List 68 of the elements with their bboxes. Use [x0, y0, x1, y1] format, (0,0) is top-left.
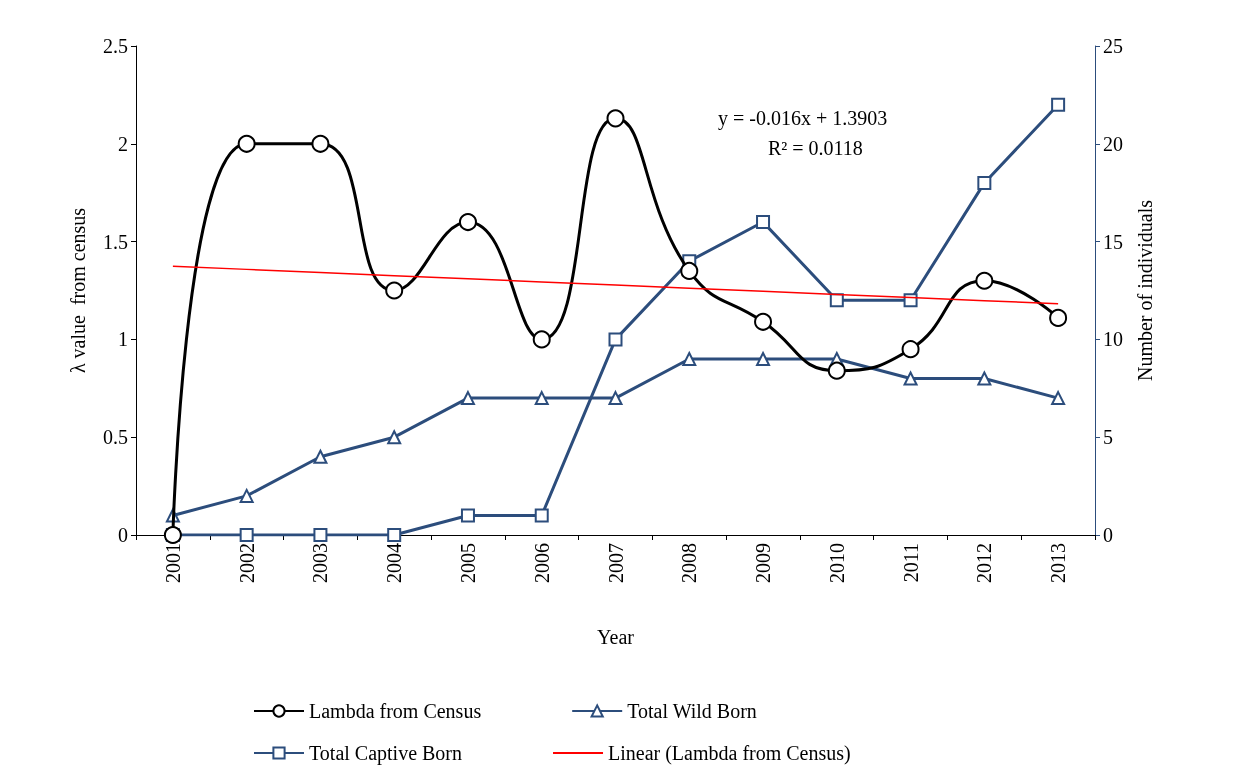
point [754, 312, 773, 331]
x-tick-label: 2007 [604, 543, 627, 583]
legend-label: Lambda from Census [309, 700, 482, 722]
y2-axis-title: Number of individuals [1134, 199, 1156, 382]
x-tick-label: 2009 [752, 543, 775, 583]
point [680, 261, 699, 280]
point [387, 528, 402, 542]
point [313, 528, 328, 542]
y-axis-title: λ value from census [67, 207, 89, 374]
annotation: y = -0.016x + 1.3903 [718, 107, 888, 130]
x-tick-label: 2002 [235, 543, 258, 583]
point [977, 371, 992, 386]
x-tick-label: 2001 [161, 543, 184, 583]
y2-tick-label: 15 [1103, 230, 1123, 253]
point [460, 508, 475, 523]
point [977, 175, 992, 190]
y2-tick-label: 5 [1103, 426, 1113, 449]
point [903, 293, 918, 308]
point [903, 371, 918, 386]
point [975, 271, 994, 290]
point [1051, 97, 1066, 112]
point [458, 213, 477, 232]
point [827, 361, 846, 380]
y2-tick-label: 20 [1103, 132, 1123, 155]
y-tick-label: 0 [118, 524, 128, 546]
y2-tick-label: 10 [1103, 328, 1123, 351]
point [237, 134, 256, 153]
point [387, 430, 402, 445]
point [1049, 308, 1068, 327]
y-tick-label: 1.5 [103, 230, 128, 253]
point [606, 109, 625, 128]
point [829, 293, 844, 308]
point [313, 449, 328, 464]
point [534, 508, 549, 523]
x-axis-title: Year [597, 626, 635, 648]
point [608, 332, 623, 347]
point [460, 391, 475, 406]
x-tick-label: 2012 [973, 543, 996, 583]
point [534, 391, 549, 406]
x-tick-label: 2013 [1047, 543, 1070, 583]
x-tick-label: 2004 [383, 543, 406, 583]
x-tick-label: 2010 [825, 543, 848, 583]
point [311, 134, 330, 153]
point [532, 330, 551, 349]
point [756, 351, 771, 366]
x-tick-label: 2008 [678, 543, 701, 583]
y2-tick-label: 25 [1103, 35, 1123, 57]
point [239, 488, 254, 503]
legend-label: Total Captive Born [309, 742, 463, 765]
point [1051, 391, 1066, 406]
x-tick-label: 2011 [899, 543, 922, 583]
legend-label: Linear (Lambda from Census) [608, 742, 851, 765]
y2-tick-label: 0 [1103, 524, 1113, 546]
point [682, 351, 697, 366]
x-tick-label: 2003 [309, 543, 332, 583]
point [756, 215, 771, 230]
annotation: R² = 0.0118 [768, 137, 863, 159]
y-tick-label: 2 [118, 132, 128, 155]
y-tick-label: 1 [118, 328, 128, 351]
point [385, 281, 404, 300]
y-tick-label: 2.5 [103, 35, 128, 57]
point [901, 340, 920, 359]
x-tick-label: 2005 [456, 543, 479, 583]
point [608, 391, 623, 406]
x-tick-label: 2006 [530, 543, 553, 583]
point [239, 528, 254, 542]
legend-label: Total Wild Born [627, 700, 757, 722]
y-tick-label: 0.5 [103, 426, 128, 449]
